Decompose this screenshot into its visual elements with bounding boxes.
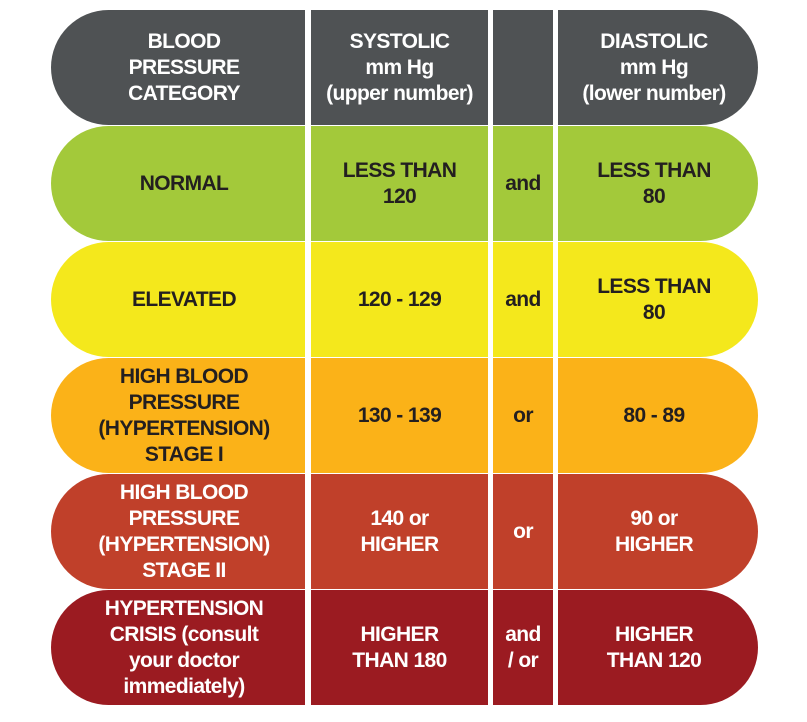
systolic-cell: 140 or HIGHER xyxy=(311,474,488,589)
systolic-cell: HIGHER THAN 180 xyxy=(311,590,488,705)
category-cell: ELEVATED xyxy=(51,242,305,357)
connector-cell: and xyxy=(493,242,553,357)
diastolic-cell: LESS THAN 80 xyxy=(558,126,758,241)
header-diastolic: DIASTOLIC mm Hg (lower number) xyxy=(558,10,758,125)
header-category: BLOOD PRESSURE CATEGORY xyxy=(51,10,305,125)
connector-cell: and / or xyxy=(493,590,553,705)
category-cell: HIGH BLOOD PRESSURE (HYPERTENSION) STAGE… xyxy=(51,474,305,589)
row-stage-1: HIGH BLOOD PRESSURE (HYPERTENSION) STAGE… xyxy=(51,358,758,473)
header-connector xyxy=(493,10,553,125)
systolic-cell: 130 - 139 xyxy=(311,358,488,473)
category-cell: NORMAL xyxy=(51,126,305,241)
diastolic-cell: 90 or HIGHER xyxy=(558,474,758,589)
systolic-cell: LESS THAN 120 xyxy=(311,126,488,241)
connector-cell: or xyxy=(493,474,553,589)
header-systolic: SYSTOLIC mm Hg (upper number) xyxy=(311,10,488,125)
diastolic-cell: 80 - 89 xyxy=(558,358,758,473)
header-row: BLOOD PRESSURE CATEGORY SYSTOLIC mm Hg (… xyxy=(51,10,758,125)
category-cell: HIGH BLOOD PRESSURE (HYPERTENSION) STAGE… xyxy=(51,358,305,473)
category-cell: HYPERTENSION CRISIS (consult your doctor… xyxy=(51,590,305,705)
row-elevated: ELEVATED 120 - 129 and LESS THAN 80 xyxy=(51,242,758,357)
blood-pressure-table: BLOOD PRESSURE CATEGORY SYSTOLIC mm Hg (… xyxy=(51,10,758,706)
connector-cell: or xyxy=(493,358,553,473)
row-normal: NORMAL LESS THAN 120 and LESS THAN 80 xyxy=(51,126,758,241)
connector-cell: and xyxy=(493,126,553,241)
row-crisis: HYPERTENSION CRISIS (consult your doctor… xyxy=(51,590,758,705)
diastolic-cell: HIGHER THAN 120 xyxy=(558,590,758,705)
systolic-cell: 120 - 129 xyxy=(311,242,488,357)
diastolic-cell: LESS THAN 80 xyxy=(558,242,758,357)
row-stage-2: HIGH BLOOD PRESSURE (HYPERTENSION) STAGE… xyxy=(51,474,758,589)
